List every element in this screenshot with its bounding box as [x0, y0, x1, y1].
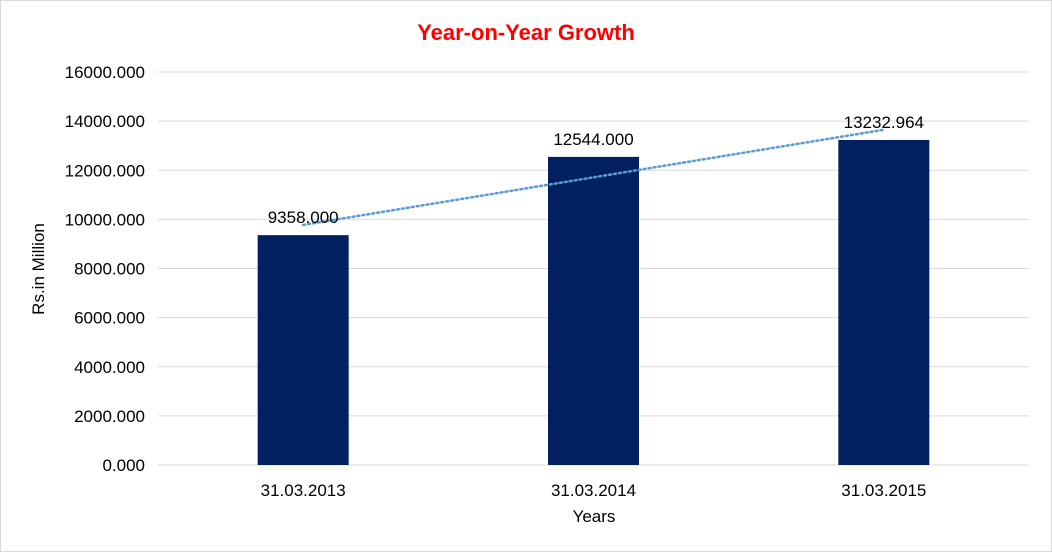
y-tick-label: 0.000 [102, 456, 145, 475]
y-tick-label: 10000.000 [65, 210, 145, 229]
x-tick-label: 31.03.2013 [261, 481, 346, 500]
chart-title: Year-on-Year Growth [417, 20, 635, 45]
x-axis-label: Years [573, 507, 616, 526]
x-axis-ticks: 31.03.2013 31.03.2014 31.03.2015 [261, 481, 927, 500]
bar [548, 156, 639, 465]
data-label: 13232.964 [844, 113, 924, 132]
bar [257, 235, 349, 465]
y-tick-label: 16000.000 [65, 63, 145, 82]
y-axis-label: Rs.in Million [29, 223, 48, 315]
y-tick-label: 2000.000 [74, 407, 145, 426]
y-tick-label: 4000.000 [74, 358, 145, 377]
y-tick-label: 6000.000 [74, 309, 145, 328]
data-label: 9358.000 [268, 208, 339, 227]
bars [257, 139, 930, 465]
x-tick-label: 31.03.2014 [551, 481, 636, 500]
y-tick-label: 14000.000 [65, 112, 145, 131]
data-labels: 9358.000 12544.000 13232.964 [268, 113, 924, 227]
data-label: 12544.000 [553, 130, 633, 149]
trendline-line [301, 128, 886, 227]
y-tick-label: 8000.000 [74, 260, 145, 279]
bar [838, 139, 930, 465]
y-axis-ticks: 0.000 2000.000 4000.000 6000.000 8000.000 100… [65, 63, 145, 475]
y-tick-label: 12000.000 [65, 161, 145, 180]
trendline [301, 128, 886, 227]
x-tick-label: 31.03.2015 [841, 481, 926, 500]
